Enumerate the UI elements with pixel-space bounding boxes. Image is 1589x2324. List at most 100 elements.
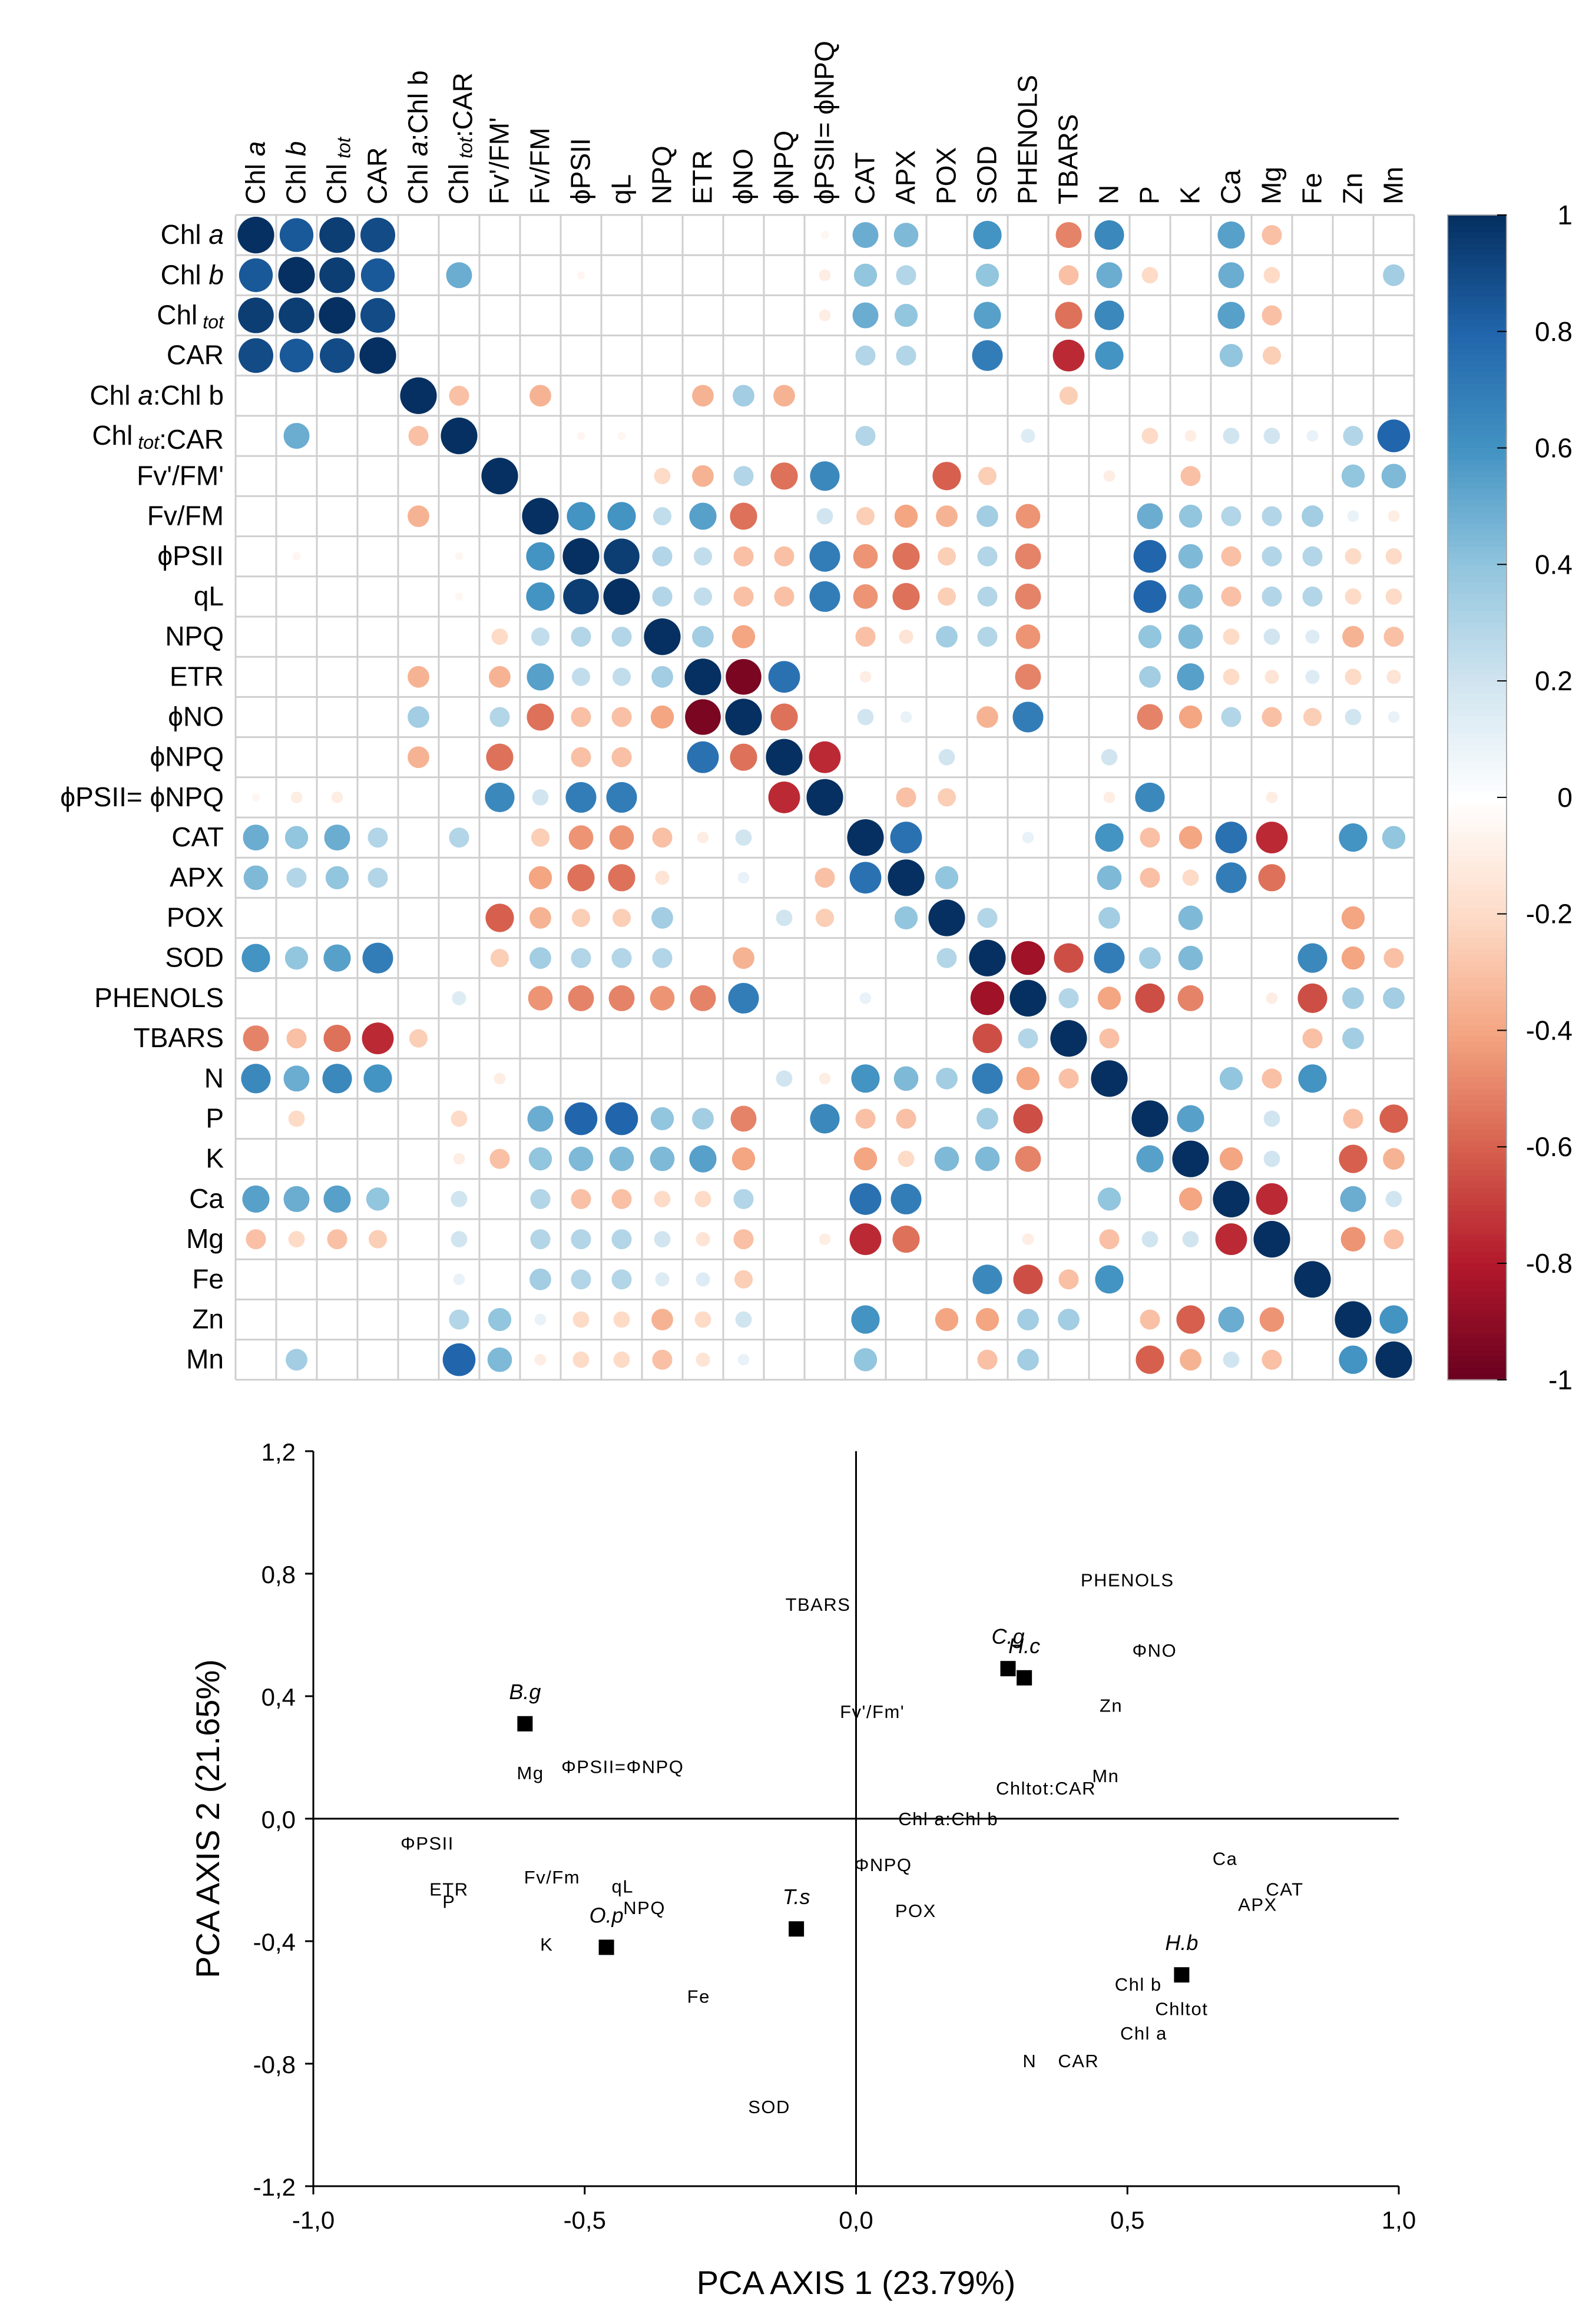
corr-circle [1383, 987, 1405, 1009]
row-label-chla-chl-b: Chl a:Chl b [90, 380, 224, 410]
corr-circle [531, 828, 550, 847]
legend-band [1448, 1373, 1507, 1381]
corr-circle [655, 1272, 670, 1287]
legend-band [1448, 838, 1507, 845]
legend-band [1448, 512, 1507, 519]
corr-circle [368, 827, 388, 848]
corr-circle [527, 703, 554, 731]
variable-label-etr: ETR [429, 1879, 469, 1900]
corr-circle [1302, 505, 1323, 527]
legend-band [1448, 1345, 1507, 1352]
legend-band [1448, 733, 1507, 740]
corr-circle [1381, 464, 1406, 489]
corr-circle [288, 1110, 305, 1127]
corr-circle [1262, 506, 1282, 527]
legend-band [1448, 407, 1507, 414]
col-label-psii: ϕPSII [565, 138, 596, 204]
corr-circle [651, 666, 673, 688]
corr-circle [851, 1064, 880, 1093]
corr-circle [1306, 430, 1319, 442]
corr-circle [604, 538, 640, 575]
legend-band [1448, 611, 1507, 618]
corr-circle [611, 627, 632, 647]
column-labels: Chl a Chl b Chl tot CAR Chl a:Chl b Chl tot:C… [240, 41, 1409, 204]
corr-circle [650, 705, 674, 729]
legend-band [1448, 425, 1507, 431]
x-tick-label: 0,0 [839, 2206, 873, 2234]
corr-circle [243, 865, 269, 890]
corr-circle [1009, 979, 1047, 1017]
corr-circle [1385, 1190, 1402, 1207]
corr-circle [577, 432, 585, 441]
x-tick-label: 1,0 [1382, 2206, 1416, 2234]
corr-circle [1016, 1067, 1040, 1090]
row-label-cat: CAT [171, 822, 224, 852]
legend-tick-label: 1 [1557, 200, 1573, 230]
legend-band [1448, 576, 1507, 583]
corr-circle [685, 699, 721, 735]
legend-band [1448, 995, 1507, 1002]
legend-band [1448, 331, 1507, 338]
corr-circle [238, 297, 274, 333]
y-tick-label: 1,2 [261, 1438, 296, 1466]
corr-circle [1058, 1269, 1079, 1290]
legend-band [1448, 552, 1507, 560]
corr-circle [819, 269, 831, 282]
corr-circle [485, 782, 515, 812]
species-label-h-c: H.c [1008, 1634, 1040, 1658]
species-marker-c-g [1000, 1661, 1016, 1677]
row-label-npq: ϕNPQ [150, 741, 224, 772]
corr-circle [609, 825, 634, 850]
corr-circle [1178, 544, 1203, 569]
legend-band [1448, 978, 1507, 985]
corr-circle [972, 340, 1003, 371]
legend-band [1448, 1234, 1507, 1241]
corr-circle [694, 1190, 711, 1207]
corr-circle [893, 1066, 919, 1091]
legend-tick-label: 0 [1557, 782, 1573, 813]
corr-circle [849, 862, 882, 894]
corr-circle [935, 866, 959, 889]
col-label-phenols: PHENOLS [1012, 75, 1043, 204]
legend-band [1448, 343, 1507, 350]
corr-circle [408, 426, 429, 446]
corr-circle [853, 263, 878, 287]
legend-band [1448, 1141, 1507, 1148]
corr-circle [1140, 827, 1160, 848]
corr-circle [1305, 670, 1320, 684]
corr-circle [654, 468, 671, 485]
corr-circle [690, 985, 716, 1011]
col-label-psii-npq: ϕPSII= ϕNPQ [809, 41, 840, 204]
legend-band [1448, 1240, 1507, 1247]
legend-band [1448, 1106, 1507, 1113]
corr-circle [977, 586, 998, 607]
corr-circle [1262, 1349, 1282, 1370]
variable-label-pox: POX [895, 1901, 936, 1921]
variable-label-phenols: PHENOLS [1081, 1570, 1174, 1590]
corr-circle [1094, 220, 1124, 250]
corr-circle [1223, 428, 1240, 445]
legend-band [1448, 436, 1507, 443]
legend-band [1448, 984, 1507, 991]
col-label-pox: POX [931, 147, 962, 204]
corr-circle [1219, 1067, 1243, 1090]
legend-band [1448, 465, 1507, 472]
corr-circle [494, 1072, 506, 1085]
corr-circle [733, 1189, 754, 1209]
corr-circle [774, 546, 795, 567]
legend-band [1448, 1164, 1507, 1171]
corr-circle [725, 698, 762, 736]
col-label-etr: ETR [687, 150, 718, 204]
row-label-no: ϕNO [168, 701, 224, 732]
corr-circle [896, 1108, 916, 1129]
legend-band [1448, 1088, 1507, 1095]
species-label-c-g: C.g [992, 1624, 1025, 1648]
corr-circle [1386, 670, 1401, 684]
corr-circle [734, 1270, 753, 1289]
corr-circle [653, 506, 672, 526]
corr-circle [1136, 1145, 1164, 1173]
corr-circle [453, 1273, 465, 1286]
pca-biplot-chart: 1,2 0,8 0,4 0,0 -0,4 -0,8 -1,2 -1,0 -0,5 0,0 0,5 1,… [189, 1438, 1416, 2301]
y-tick-label: -1,2 [253, 2173, 296, 2201]
